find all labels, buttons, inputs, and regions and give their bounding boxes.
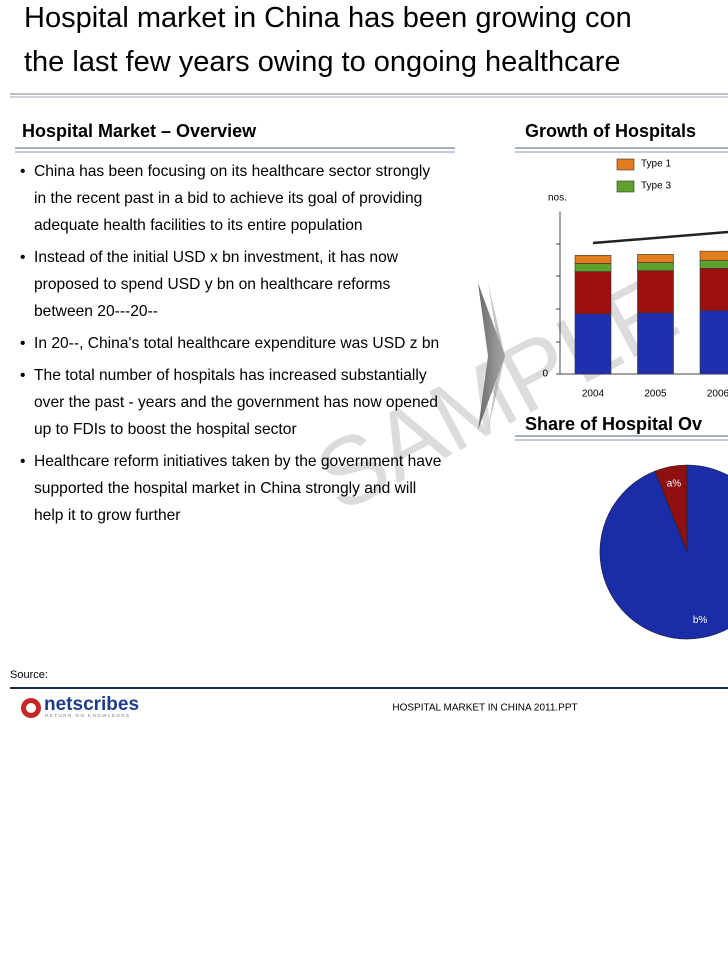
bar-segment	[699, 259, 728, 269]
y-axis-label: nos.	[548, 193, 567, 204]
source: Source:	[10, 669, 48, 681]
bar-segment	[637, 262, 674, 271]
chevron	[478, 283, 505, 430]
bar-segment	[574, 313, 612, 375]
bar-segment	[699, 310, 728, 375]
legend-swatch	[616, 158, 635, 171]
bar-segment	[637, 254, 674, 263]
bar-segment	[574, 255, 612, 264]
bar-segment	[574, 271, 612, 315]
legend-label: Type 1	[641, 159, 671, 170]
pie-slice	[599, 464, 728, 640]
logo-icon	[26, 703, 36, 713]
x-tick-label: 2004	[582, 389, 605, 400]
bar-segment	[637, 270, 674, 314]
chevron	[488, 283, 505, 430]
bar-segment	[699, 250, 728, 261]
bullet: Healthcare reform initiatives taken by t…	[14, 448, 444, 529]
section-heading: Hospital Market – Overview	[22, 121, 257, 141]
footer-file: HOSPITAL MARKET IN CHINA 2011.PPT	[392, 703, 577, 714]
bar-segment	[637, 312, 674, 375]
bullet-list: China has been focusing on its healthcar…	[14, 158, 444, 534]
bullet: In 20--, China's total healthcare expend…	[14, 330, 444, 357]
logo-tagline: RETURN ON KNOWLEDGE	[45, 713, 131, 718]
x-tick-label: 2006	[707, 389, 728, 400]
trend-line	[592, 230, 728, 245]
bullet: China has been focusing on its healthcar…	[14, 158, 444, 239]
pie-label: a%	[667, 478, 682, 489]
title-line: Hospital market in China has been growin…	[24, 2, 632, 34]
legend-swatch	[616, 180, 635, 193]
bar-segment	[574, 263, 612, 272]
bullet: Instead of the initial USD x bn investme…	[14, 244, 444, 325]
bar-segment	[699, 268, 728, 311]
logo: netscribes	[44, 694, 139, 715]
legend-label: Type 3	[641, 181, 671, 192]
pie-label: b%	[693, 615, 708, 626]
x-tick-label: 2005	[644, 389, 667, 400]
bullet: The total number of hospitals has increa…	[14, 362, 444, 443]
chart-title: Growth of Hospitals	[525, 121, 696, 141]
title-line: the last few years owing to ongoing heal…	[24, 46, 621, 78]
chart-title: Share of Hospital Ov	[525, 414, 703, 434]
y-tick-label: 0	[542, 369, 548, 380]
